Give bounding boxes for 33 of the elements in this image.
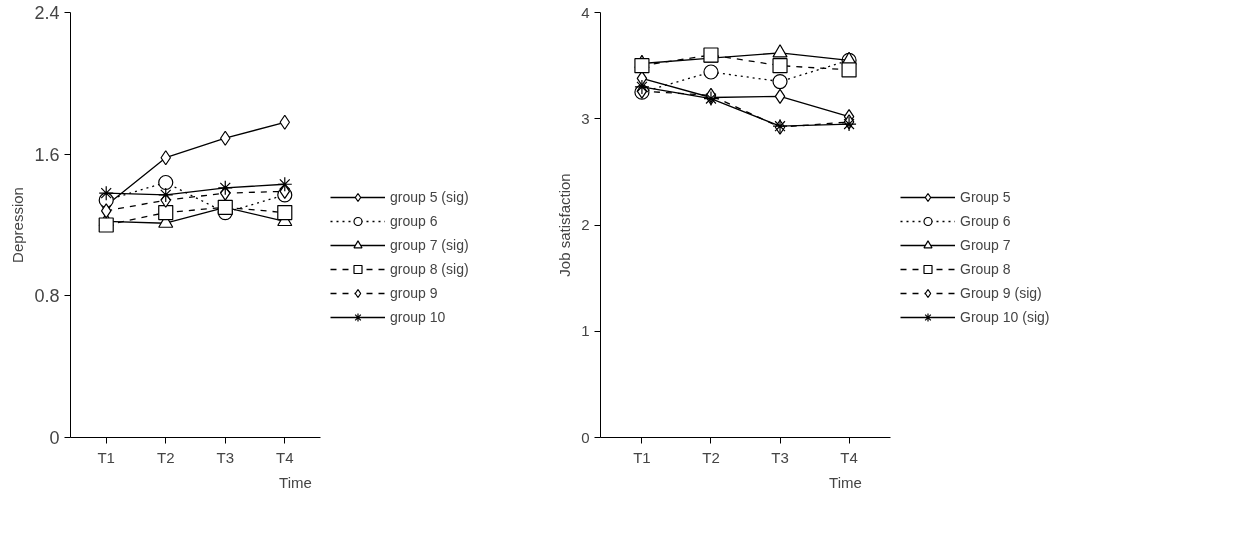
legend-label: group 10	[390, 309, 446, 325]
legend-label: Group 6	[960, 213, 1011, 229]
legend-label: Group 7	[960, 237, 1011, 253]
legend-label: group 6	[390, 213, 438, 229]
y-tick-label: 1.6	[34, 144, 60, 165]
legend-label: group 9	[390, 285, 438, 301]
legend-label: Group 5	[960, 189, 1011, 205]
y-tick-label: 1	[581, 322, 590, 340]
y-tick-label: 2	[581, 216, 590, 233]
x-tick-label: T2	[702, 448, 720, 466]
legend-label: group 5 (sig)	[390, 189, 469, 205]
x-axis-title: Time	[279, 473, 312, 491]
y-tick-label: 0	[49, 428, 60, 448]
y-tick-label: 0.8	[34, 286, 60, 307]
legend-label: Group 10 (sig)	[960, 309, 1050, 325]
x-tick-label: T3	[771, 448, 789, 466]
x-tick-label: T4	[276, 448, 294, 466]
x-axis-title: Time	[829, 473, 862, 491]
y-tick-label: 0	[581, 428, 590, 446]
x-tick-label: T4	[840, 448, 858, 466]
x-tick-label: T2	[156, 448, 175, 466]
x-tick-label: T3	[216, 448, 235, 466]
y-axis-title: Depression	[9, 187, 27, 263]
x-tick-label: T1	[633, 448, 651, 466]
legend-label: group 8 (sig)	[390, 261, 469, 277]
x-tick-label: T1	[97, 448, 115, 466]
y-tick-label: 2.4	[34, 3, 60, 23]
y-tick-label: 3	[581, 109, 590, 127]
y-tick-label: 4	[581, 3, 590, 21]
legend-label: Group 9 (sig)	[960, 285, 1042, 301]
legend-label: Group 8	[960, 261, 1011, 277]
legend-label: group 7 (sig)	[390, 237, 469, 253]
y-axis-title: Job satisfaction	[556, 173, 574, 277]
